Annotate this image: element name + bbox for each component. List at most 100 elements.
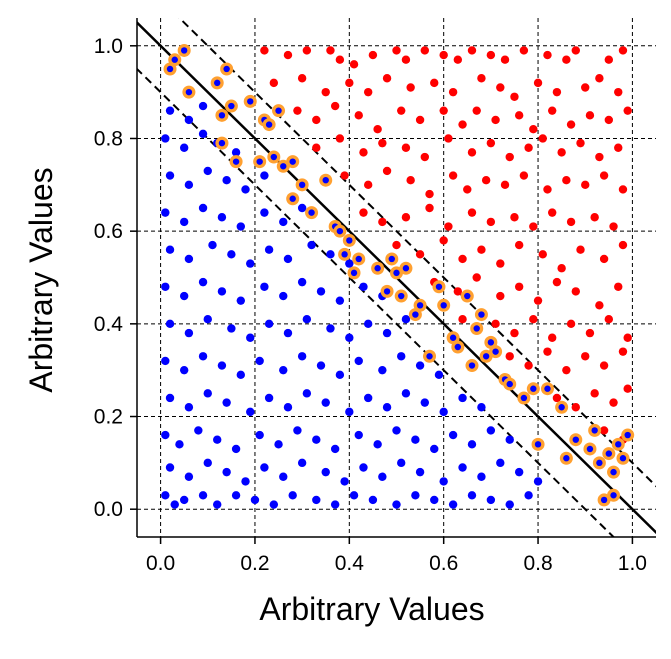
red-point bbox=[529, 222, 538, 231]
highlighted-point bbox=[624, 431, 631, 439]
blue-point bbox=[382, 328, 392, 338]
blue-point bbox=[203, 166, 212, 176]
blue-point bbox=[354, 430, 363, 440]
blue-point bbox=[392, 426, 401, 435]
red-point bbox=[533, 296, 543, 305]
blue-point bbox=[246, 259, 255, 268]
y-tick-label: 0.4 bbox=[94, 313, 124, 336]
blue-point bbox=[316, 287, 326, 296]
highlighted-point bbox=[289, 195, 296, 202]
red-point bbox=[538, 250, 547, 259]
blue-point bbox=[279, 217, 288, 227]
blue-point bbox=[184, 254, 194, 264]
highlighted-point bbox=[308, 209, 315, 216]
red-point bbox=[614, 87, 623, 97]
blue-point bbox=[161, 430, 170, 440]
red-point bbox=[519, 171, 529, 180]
highlighted-point bbox=[530, 385, 537, 392]
red-point bbox=[514, 282, 524, 291]
red-point bbox=[623, 333, 632, 342]
blue-point bbox=[179, 217, 189, 227]
blue-point bbox=[279, 365, 288, 375]
red-point bbox=[524, 143, 533, 152]
red-point bbox=[609, 222, 618, 231]
red-point bbox=[571, 287, 580, 296]
blue-point bbox=[411, 435, 420, 444]
red-point bbox=[576, 138, 585, 148]
red-point bbox=[500, 180, 510, 190]
blue-point bbox=[434, 370, 444, 380]
red-point bbox=[491, 115, 500, 125]
blue-point bbox=[496, 458, 505, 468]
blue-point bbox=[477, 403, 486, 412]
blue-point bbox=[297, 352, 307, 361]
blue-point bbox=[264, 319, 274, 329]
red-point bbox=[354, 111, 363, 120]
red-point bbox=[444, 134, 453, 143]
red-point bbox=[519, 46, 529, 55]
blue-point bbox=[302, 389, 312, 398]
blue-point bbox=[368, 495, 378, 505]
blue-point bbox=[269, 500, 279, 509]
red-point bbox=[345, 78, 354, 88]
red-point bbox=[514, 240, 524, 250]
blue-point bbox=[415, 467, 425, 477]
red-point bbox=[595, 74, 604, 83]
red-point bbox=[548, 208, 557, 217]
blue-point bbox=[231, 444, 241, 454]
red-point bbox=[340, 171, 349, 180]
blue-point bbox=[505, 435, 514, 444]
red-point bbox=[467, 208, 477, 217]
highlighted-point bbox=[558, 404, 565, 411]
blue-point bbox=[411, 491, 420, 500]
blue-point bbox=[297, 203, 307, 213]
red-point bbox=[363, 87, 373, 97]
blue-point bbox=[279, 291, 288, 301]
blue-point bbox=[392, 500, 401, 509]
blue-point bbox=[397, 352, 406, 361]
blue-point bbox=[255, 356, 264, 366]
red-point bbox=[283, 50, 293, 60]
red-point bbox=[458, 120, 467, 129]
red-point bbox=[543, 347, 552, 356]
blue-point bbox=[415, 361, 425, 370]
red-point bbox=[486, 138, 496, 148]
highlighted-point bbox=[454, 343, 462, 351]
blue-point bbox=[231, 491, 241, 500]
red-point bbox=[453, 287, 463, 296]
red-point bbox=[614, 282, 623, 291]
red-point bbox=[444, 222, 453, 231]
red-point bbox=[397, 106, 406, 115]
red-point bbox=[439, 236, 448, 245]
blue-point bbox=[184, 403, 194, 412]
highlighted-point bbox=[346, 237, 353, 244]
red-point bbox=[359, 208, 368, 217]
highlighted-point bbox=[383, 288, 391, 295]
blue-point bbox=[165, 106, 175, 115]
red-point bbox=[293, 106, 302, 115]
red-point bbox=[609, 398, 618, 407]
blue-point bbox=[236, 370, 245, 380]
blue-point bbox=[179, 143, 189, 152]
blue-point bbox=[260, 208, 269, 217]
red-point bbox=[269, 78, 279, 88]
blue-point bbox=[198, 203, 208, 213]
blue-point bbox=[217, 361, 227, 370]
margin-line bbox=[137, 67, 615, 537]
red-point bbox=[439, 106, 448, 115]
red-point bbox=[335, 134, 345, 143]
blue-point bbox=[486, 495, 496, 505]
red-point bbox=[505, 352, 514, 361]
red-point bbox=[599, 171, 609, 180]
blue-point bbox=[203, 458, 212, 468]
red-point bbox=[458, 315, 467, 324]
blue-point bbox=[222, 467, 231, 477]
red-point bbox=[363, 180, 373, 190]
blue-point bbox=[326, 250, 335, 259]
blue-point bbox=[363, 393, 373, 403]
blue-point bbox=[260, 282, 269, 291]
red-point bbox=[335, 55, 345, 64]
highlighted-point bbox=[520, 394, 528, 402]
blue-point bbox=[326, 324, 335, 333]
blue-point bbox=[363, 319, 373, 329]
